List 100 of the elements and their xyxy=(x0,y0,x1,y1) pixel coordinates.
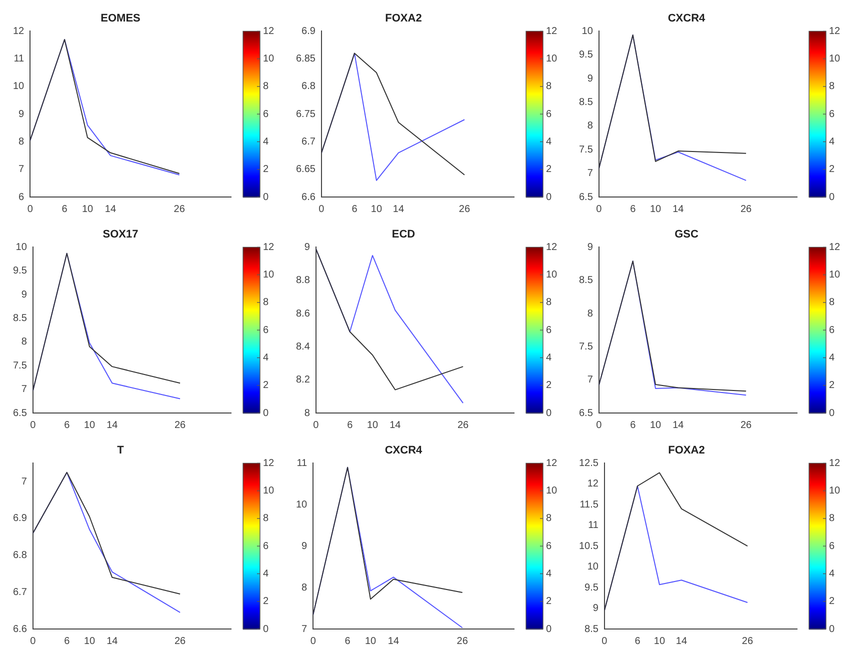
color-bar-label: 2 xyxy=(263,164,269,176)
x-tick-label: 6 xyxy=(64,420,70,431)
color-bar-label: 8 xyxy=(829,513,835,524)
color-bar-label: 12 xyxy=(263,458,275,469)
x-tick-label: 10 xyxy=(366,420,378,431)
color-bar-label: 2 xyxy=(829,164,835,176)
y-tick-label: 10 xyxy=(16,242,28,253)
color-bar-label: 8 xyxy=(829,297,835,308)
color-bar-label: 8 xyxy=(263,81,269,92)
y-tick-label: 10 xyxy=(582,26,594,37)
y-tick-label: 7 xyxy=(18,164,25,176)
color-bar-label: 12 xyxy=(829,242,841,253)
x-tick-label: 14 xyxy=(390,420,402,431)
y-tick-label: 11 xyxy=(14,54,25,65)
x-tick-label: 6 xyxy=(344,636,351,647)
x-tick-label: 14 xyxy=(106,420,118,431)
y-tick-label: 11.5 xyxy=(580,499,599,510)
color-bar-label: 4 xyxy=(829,352,835,364)
x-tick-label: 0 xyxy=(30,636,36,647)
y-tick-label: 7 xyxy=(587,168,594,180)
color-bar-label: 8 xyxy=(546,513,552,524)
x-tick-label: 6 xyxy=(630,420,636,431)
y-tick-label: 9 xyxy=(587,242,594,253)
chart-title: FOXA2 xyxy=(385,12,422,25)
color-bar-label: 8 xyxy=(546,81,552,92)
color-bar-label: 6 xyxy=(829,108,835,120)
color-bar-label: 4 xyxy=(263,568,269,580)
x-tick-label: 26 xyxy=(740,204,752,215)
color-bar-label: 0 xyxy=(829,408,835,419)
chart-title: T xyxy=(117,444,124,457)
y-tick-label: 7 xyxy=(302,624,308,635)
color-bar-label: 2 xyxy=(263,380,269,392)
color-bar-label: 4 xyxy=(263,352,269,364)
y-tick-label: 7 xyxy=(587,374,594,386)
x-tick-label: 10 xyxy=(82,204,94,215)
y-tick-label: 6.5 xyxy=(578,192,594,203)
y-tick-label: 8 xyxy=(304,408,310,419)
y-tick-label: 8.8 xyxy=(296,275,310,286)
color-bar-label: 6 xyxy=(263,108,269,120)
y-tick-label: 10 xyxy=(296,499,308,510)
y-tick-label: 7.5 xyxy=(578,144,594,156)
x-tick-label: 6 xyxy=(347,420,354,431)
x-tick-label: 14 xyxy=(392,204,404,215)
color-bar-label: 8 xyxy=(263,513,269,524)
x-tick-label: 0 xyxy=(596,204,602,215)
x-tick-label: 26 xyxy=(458,420,470,431)
x-tick-label: 6 xyxy=(352,204,358,215)
x-tick-label: 14 xyxy=(104,204,116,215)
color-bar-label: 10 xyxy=(829,270,841,281)
color-bar-label: 10 xyxy=(546,486,558,497)
x-tick-label: 10 xyxy=(84,636,96,647)
y-tick-label: 6.6 xyxy=(12,624,28,635)
x-tick-label: 14 xyxy=(388,636,400,647)
y-tick-label: 8.2 xyxy=(296,374,310,386)
x-tick-label: 26 xyxy=(174,204,186,215)
y-tick-label: 9 xyxy=(592,603,599,614)
color-bar-label: 4 xyxy=(829,136,835,148)
color-bar-label: 12 xyxy=(546,458,558,469)
color-bar-label: 12 xyxy=(829,26,841,37)
color-bar-label: 6 xyxy=(546,540,552,552)
x-tick-label: 14 xyxy=(676,636,688,647)
chart-title: CXCR4 xyxy=(384,444,424,457)
x-tick-label: 26 xyxy=(174,420,186,431)
y-tick-label: 6.75 xyxy=(296,108,316,120)
y-tick-label: 6.8 xyxy=(12,550,28,562)
color-bar-label: 6 xyxy=(263,324,269,336)
color-bar-label: 8 xyxy=(829,81,835,92)
x-tick-label: 0 xyxy=(318,204,325,215)
color-bar-label: 6 xyxy=(829,540,835,552)
color-bar-label: 12 xyxy=(263,242,275,253)
color-bar-label: 2 xyxy=(263,596,269,608)
y-tick-label: 9 xyxy=(302,540,308,552)
color-bar-label: 4 xyxy=(546,568,552,580)
y-tick-label: 9.5 xyxy=(12,266,28,277)
color-bar-label: 6 xyxy=(546,324,552,336)
y-tick-label: 8.5 xyxy=(584,624,599,635)
y-tick-label: 11 xyxy=(588,520,599,532)
y-tick-label: 9 xyxy=(587,73,594,84)
color-bar-label: 10 xyxy=(829,54,841,65)
y-tick-label: 9 xyxy=(304,242,310,253)
color-bar-label: 2 xyxy=(829,596,835,608)
color-bar-label: 0 xyxy=(263,192,269,203)
x-tick-label: 10 xyxy=(650,420,662,431)
chart-title: EOMES xyxy=(100,12,140,25)
y-tick-label: 10 xyxy=(13,81,25,92)
y-tick-label: 7.5 xyxy=(12,360,28,372)
color-bar-label: 10 xyxy=(829,486,841,497)
color-bar-label: 2 xyxy=(546,380,552,392)
y-tick-label: 6.7 xyxy=(12,586,28,598)
color-bar-label: 0 xyxy=(546,624,552,635)
chart-title: CXCR4 xyxy=(668,12,706,25)
color-bar-label: 4 xyxy=(829,568,835,580)
y-tick-label: 8 xyxy=(18,136,25,148)
y-tick-label: 6.65 xyxy=(296,164,316,176)
x-tick-label: 26 xyxy=(740,420,752,431)
y-tick-label: 8 xyxy=(587,120,594,132)
color-bar-label: 6 xyxy=(546,108,552,120)
color-bar-label: 12 xyxy=(829,458,841,469)
x-tick-label: 0 xyxy=(27,204,34,215)
x-tick-label: 6 xyxy=(62,204,68,215)
